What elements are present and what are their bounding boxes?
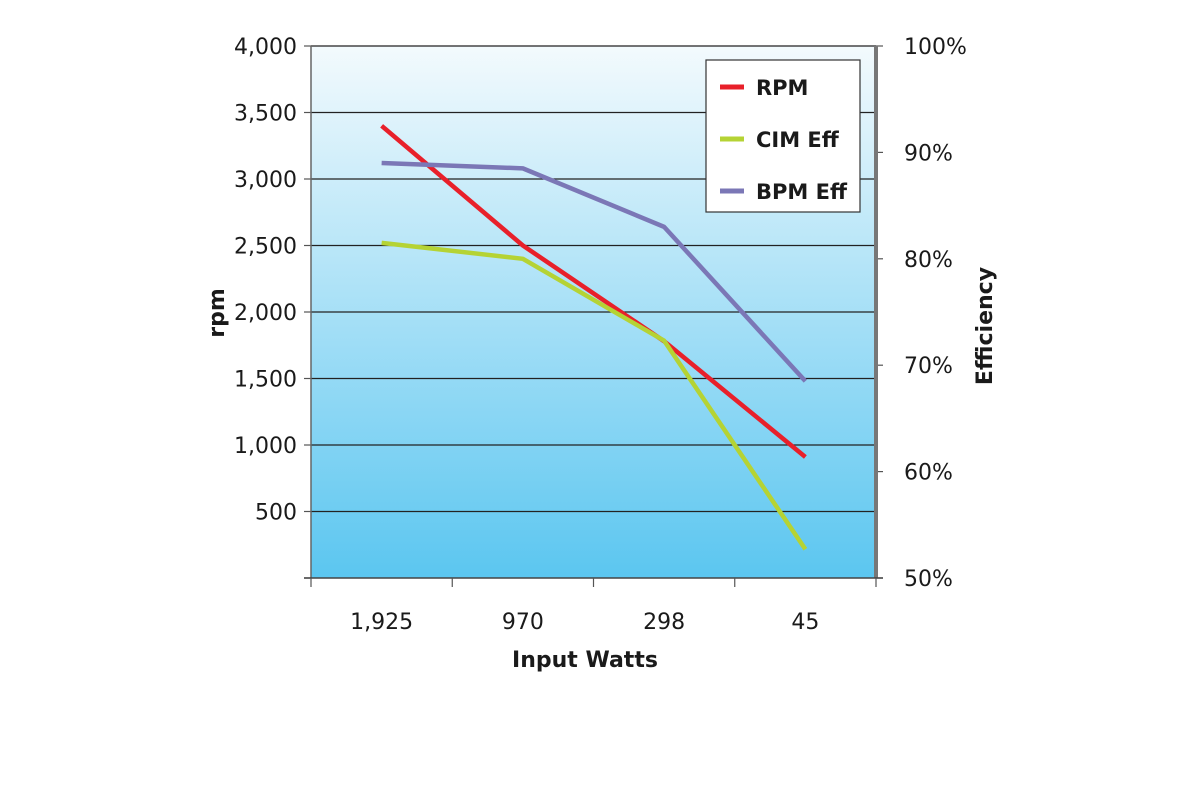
x-tick-label: 45 xyxy=(791,610,819,635)
y2-tick-label: 80% xyxy=(904,248,953,273)
y-tick-label: 2,000 xyxy=(234,301,297,326)
series-line-bpm-eff xyxy=(381,160,808,383)
y2-tick-label: 70% xyxy=(904,354,953,379)
x-tick-label: 298 xyxy=(643,610,685,635)
x-axis-title: Input Watts xyxy=(512,648,658,673)
legend: RPM CIM Eff BPM Eff xyxy=(705,59,861,213)
y-axis-title: rpm xyxy=(205,288,230,338)
y-tick-label: 3,000 xyxy=(234,168,297,193)
x-tick-label: 970 xyxy=(502,610,544,635)
y2-axis-title: Efficiency xyxy=(973,267,998,385)
axes xyxy=(304,45,883,587)
legend-label-cim-eff: CIM Eff xyxy=(756,128,840,152)
y-tick-label: 2,500 xyxy=(234,235,297,260)
y2-tick-label: 100% xyxy=(904,35,967,60)
y-tick-label: 500 xyxy=(255,501,297,526)
x-tick-label: 1,925 xyxy=(350,610,413,635)
y-tick-label: 1,000 xyxy=(234,434,297,459)
series-line-cim-eff xyxy=(381,240,808,551)
y2-tick-label: 60% xyxy=(904,461,953,486)
y-tick-label: 1,500 xyxy=(234,368,297,393)
y-tick-label: 3,500 xyxy=(234,102,297,127)
series-lines xyxy=(380,124,808,551)
y-tick-label: 4,000 xyxy=(234,35,297,60)
y2-tick-label: 50% xyxy=(904,567,953,592)
tick-labels: 500 1,000 1,500 2,000 2,500 3,000 3,500 4,000 50… xyxy=(234,35,967,635)
legend-label-rpm: RPM xyxy=(756,76,808,100)
y2-tick-label: 90% xyxy=(904,141,953,166)
series-line-rpm xyxy=(380,124,807,459)
legend-label-bpm-eff: BPM Eff xyxy=(756,180,848,204)
